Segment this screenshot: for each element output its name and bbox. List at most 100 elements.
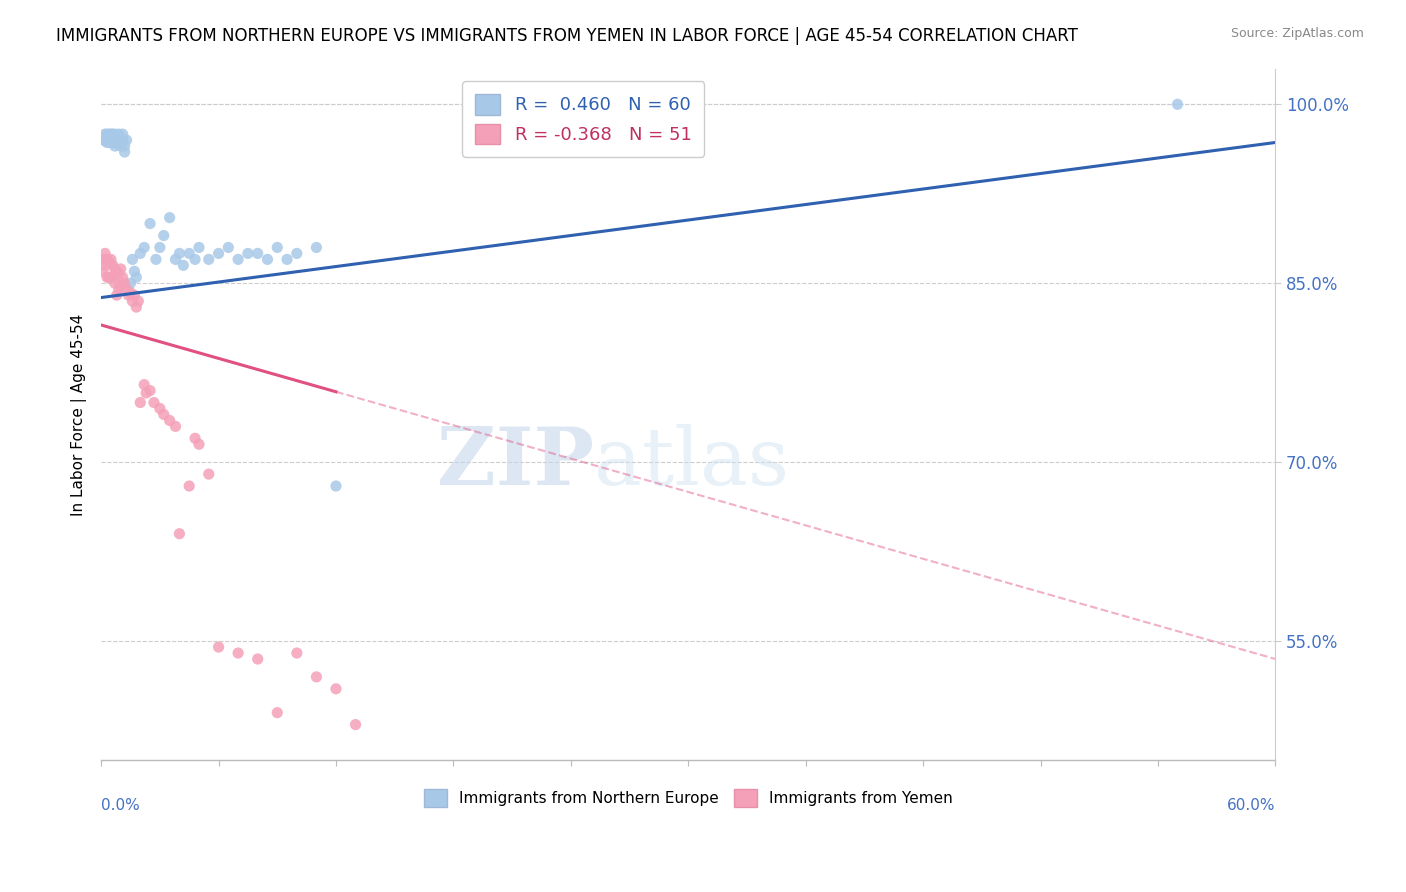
Point [125, 300, 148, 314]
Point [184, 431, 207, 445]
Point [149, 240, 172, 254]
Point [121, 252, 143, 267]
Point [184, 252, 207, 267]
Point [94, 258, 117, 272]
Point [97, 136, 120, 150]
Point [111, 133, 134, 147]
Point [305, 670, 328, 684]
Point [105, 130, 128, 145]
Point [101, 127, 124, 141]
Point [236, 246, 259, 260]
Point [104, 133, 127, 147]
Point [111, 127, 134, 141]
Point [104, 127, 127, 141]
Point [172, 258, 194, 272]
Point [325, 479, 347, 493]
Point [111, 270, 134, 285]
Point [107, 133, 129, 147]
Point [1167, 97, 1189, 112]
Point [96, 130, 118, 145]
Point [256, 252, 278, 267]
Point [129, 246, 152, 260]
Point [169, 526, 191, 541]
Point [226, 646, 249, 660]
Point [344, 717, 367, 731]
Point [94, 127, 117, 141]
Point [226, 252, 249, 267]
Point [97, 133, 120, 147]
Point [305, 240, 328, 254]
Point [97, 270, 120, 285]
Point [114, 139, 136, 153]
Point [91, 264, 114, 278]
Point [129, 395, 152, 409]
Point [325, 681, 347, 696]
Point [124, 264, 146, 278]
Point [124, 288, 146, 302]
Point [114, 277, 136, 291]
Point [97, 127, 120, 141]
Point [105, 264, 128, 278]
Point [104, 139, 127, 153]
Point [145, 252, 167, 267]
Point [117, 288, 139, 302]
Text: 0.0%: 0.0% [101, 798, 139, 814]
Point [207, 640, 229, 654]
Point [152, 408, 174, 422]
Point [105, 136, 128, 150]
Point [207, 246, 229, 260]
Text: 60.0%: 60.0% [1227, 798, 1275, 814]
Point [125, 270, 148, 285]
Point [101, 258, 124, 272]
Point [143, 395, 166, 409]
Point [285, 646, 308, 660]
Point [188, 240, 211, 254]
Point [101, 130, 124, 145]
Point [94, 133, 117, 147]
Text: ZIP: ZIP [437, 424, 595, 502]
Point [159, 413, 181, 427]
Point [120, 285, 142, 300]
Point [217, 240, 239, 254]
Point [115, 282, 138, 296]
Point [246, 246, 269, 260]
Point [110, 136, 132, 150]
Point [110, 261, 132, 276]
Point [285, 246, 308, 260]
Point [159, 211, 181, 225]
Point [276, 252, 298, 267]
Point [100, 252, 122, 267]
Point [104, 261, 127, 276]
Legend: Immigrants from Northern Europe, Immigrants from Yemen: Immigrants from Northern Europe, Immigra… [416, 781, 960, 815]
Point [266, 706, 288, 720]
Point [104, 277, 127, 291]
Y-axis label: In Labor Force | Age 45-54: In Labor Force | Age 45-54 [72, 313, 87, 516]
Point [149, 401, 172, 416]
Point [135, 386, 157, 401]
Point [246, 652, 269, 666]
Text: atlas: atlas [595, 424, 789, 502]
Point [120, 277, 142, 291]
Point [107, 282, 129, 296]
Point [96, 136, 118, 150]
Point [110, 278, 132, 293]
Point [101, 270, 124, 285]
Point [96, 252, 118, 267]
Point [179, 479, 201, 493]
Point [100, 127, 122, 141]
Point [165, 419, 187, 434]
Point [139, 217, 162, 231]
Point [105, 288, 128, 302]
Point [127, 294, 149, 309]
Point [110, 130, 132, 145]
Point [100, 133, 122, 147]
Point [100, 270, 122, 285]
Point [91, 252, 114, 267]
Point [139, 384, 162, 398]
Text: Source: ZipAtlas.com: Source: ZipAtlas.com [1230, 27, 1364, 40]
Point [188, 437, 211, 451]
Point [179, 246, 201, 260]
Point [101, 136, 124, 150]
Point [134, 240, 156, 254]
Point [107, 127, 129, 141]
